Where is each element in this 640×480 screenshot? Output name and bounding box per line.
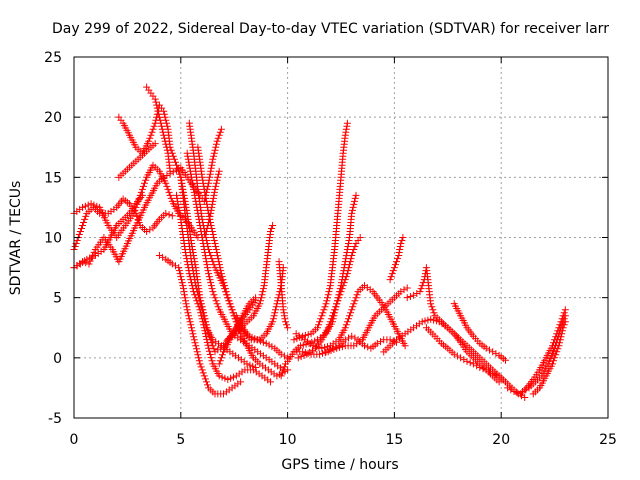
series-markers bbox=[292, 282, 409, 352]
y-axis-label: SDTVAR / TECUs bbox=[8, 180, 24, 296]
x-tick-label: 25 bbox=[599, 432, 617, 448]
y-tick-label: 10 bbox=[44, 231, 62, 247]
series-23 bbox=[386, 234, 407, 284]
series-6 bbox=[143, 83, 174, 175]
chart-grid bbox=[74, 57, 608, 418]
series-17 bbox=[277, 191, 360, 380]
series-markers bbox=[194, 143, 292, 380]
series-20 bbox=[292, 282, 409, 352]
series-markers bbox=[177, 173, 260, 371]
series-22 bbox=[322, 332, 400, 356]
y-tick-label: 15 bbox=[44, 170, 62, 186]
series-markers bbox=[224, 222, 277, 344]
series-markers bbox=[232, 312, 292, 362]
series-markers bbox=[322, 332, 400, 356]
series-16 bbox=[275, 258, 292, 332]
x-tick-label: 5 bbox=[176, 432, 185, 448]
series-18 bbox=[290, 119, 351, 344]
series-markers bbox=[294, 234, 364, 362]
series-12 bbox=[194, 143, 292, 380]
x-tick-label: 20 bbox=[492, 432, 510, 448]
series-7 bbox=[155, 252, 245, 398]
series-markers bbox=[290, 119, 351, 344]
series-markers bbox=[529, 318, 569, 398]
series-markers bbox=[386, 234, 407, 284]
x-tick-label: 0 bbox=[70, 432, 79, 448]
y-tick-label: -5 bbox=[48, 411, 62, 427]
series-markers bbox=[275, 258, 292, 332]
y-tick-label: 20 bbox=[44, 110, 62, 126]
series-9 bbox=[177, 173, 260, 371]
y-tick-label: 0 bbox=[53, 351, 62, 367]
series-markers bbox=[143, 83, 174, 175]
series-markers bbox=[422, 324, 503, 386]
series-21 bbox=[294, 234, 364, 362]
x-tick-label: 10 bbox=[279, 432, 297, 448]
y-tick-label: 5 bbox=[53, 291, 62, 307]
series-30 bbox=[529, 318, 569, 398]
series-27 bbox=[450, 300, 509, 364]
series-markers bbox=[277, 191, 360, 380]
series-markers bbox=[450, 300, 509, 364]
series-1 bbox=[70, 195, 176, 254]
series-26 bbox=[422, 324, 503, 386]
x-tick-label: 15 bbox=[385, 432, 403, 448]
series-14 bbox=[224, 222, 277, 344]
data-markers bbox=[70, 83, 569, 401]
series-15 bbox=[232, 312, 292, 362]
series-markers bbox=[70, 195, 176, 254]
chart-title: Day 299 of 2022, Sidereal Day-to-day VTE… bbox=[52, 21, 609, 37]
series-markers bbox=[155, 252, 245, 398]
series-markers bbox=[115, 140, 159, 181]
x-axis-label: GPS time / hours bbox=[281, 457, 399, 473]
series-4 bbox=[115, 140, 159, 181]
y-tick-label: 25 bbox=[44, 50, 62, 66]
axis-ticks: 0 5 10 15 20 25 -5 0 5 10 15 20 25 bbox=[44, 50, 617, 448]
